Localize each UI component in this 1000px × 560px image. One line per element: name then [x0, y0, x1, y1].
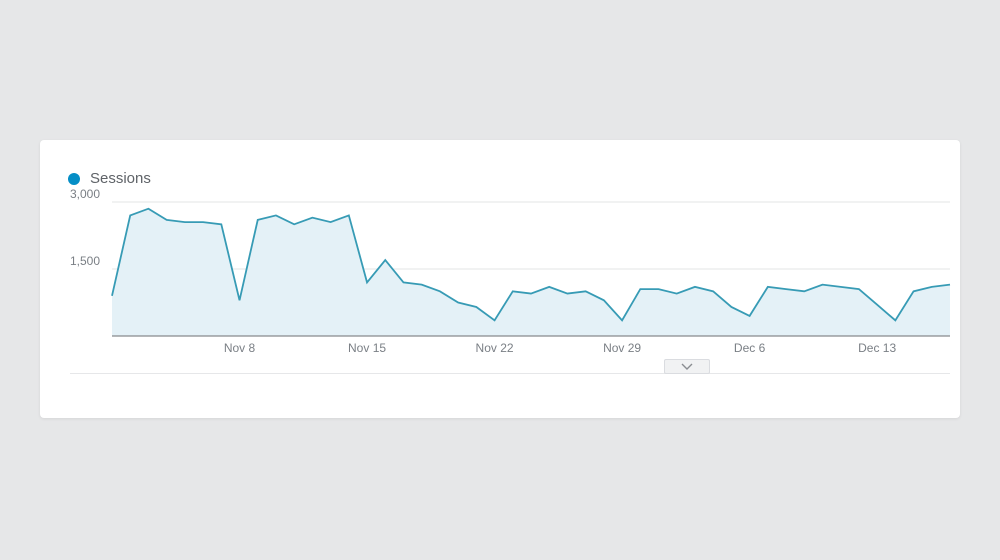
chart-legend: Sessions: [68, 170, 151, 187]
svg-text:Dec 6: Dec 6: [734, 341, 766, 355]
svg-text:1,500: 1,500: [70, 254, 100, 268]
svg-text:Dec 13: Dec 13: [858, 341, 896, 355]
chart-svg: 1,5003,000Nov 8Nov 15Nov 22Nov 29Dec 6De…: [70, 198, 950, 348]
svg-text:Nov 29: Nov 29: [603, 341, 641, 355]
legend-dot-icon: [68, 173, 80, 185]
svg-text:3,000: 3,000: [70, 187, 100, 201]
svg-text:Nov 22: Nov 22: [476, 341, 514, 355]
sessions-chart: 1,5003,000Nov 8Nov 15Nov 22Nov 29Dec 6De…: [70, 198, 950, 348]
card-divider: [70, 373, 950, 374]
analytics-card: Sessions 1,5003,000Nov 8Nov 15Nov 22Nov …: [40, 140, 960, 418]
svg-text:Nov 15: Nov 15: [348, 341, 386, 355]
chevron-down-icon: [681, 363, 693, 371]
legend-series-label: Sessions: [90, 170, 151, 187]
svg-text:Nov 8: Nov 8: [224, 341, 256, 355]
expand-button[interactable]: [664, 359, 710, 374]
